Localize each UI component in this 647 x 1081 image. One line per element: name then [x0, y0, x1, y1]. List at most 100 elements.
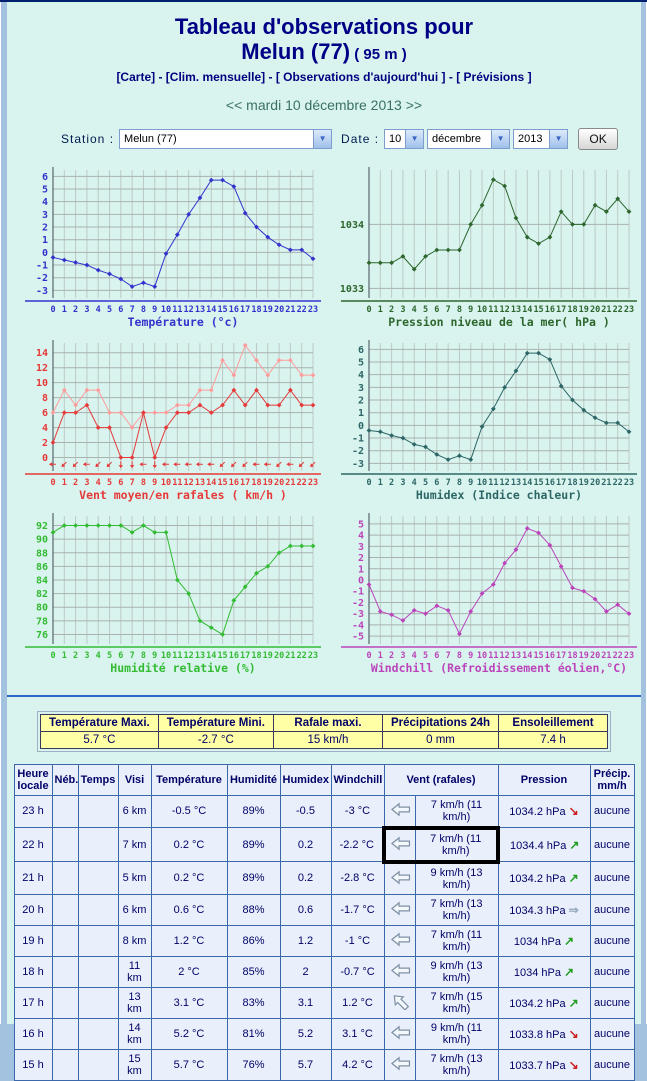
- nav-link-4[interactable]: [ Prévisions ]: [456, 69, 532, 84]
- summary-header: Ensoleillement: [498, 713, 609, 732]
- hour-cell: 15 h: [13, 1048, 53, 1081]
- svg-text:8: 8: [141, 478, 146, 488]
- summary-header: Température Mini.: [157, 713, 274, 732]
- svg-text:4: 4: [412, 478, 417, 488]
- column-header: Néb.: [51, 763, 79, 796]
- svg-text:20: 20: [274, 478, 284, 488]
- weather-cell: [77, 1048, 119, 1081]
- svg-text:8: 8: [457, 478, 462, 488]
- pressure-cell: 1033.7 hPa ↘: [497, 1048, 591, 1081]
- svg-text:0: 0: [50, 305, 55, 315]
- svg-text:11: 11: [488, 305, 498, 315]
- svg-text:5: 5: [358, 519, 364, 530]
- nav-link-2[interactable]: [Clim. mensuelle]: [165, 69, 266, 84]
- humidity-cell: 85%: [226, 955, 281, 988]
- station-select-value: Melun (77): [124, 132, 177, 145]
- svg-text:2: 2: [389, 478, 394, 488]
- svg-text:1: 1: [42, 235, 48, 246]
- svg-text:2: 2: [42, 438, 48, 449]
- svg-text:2: 2: [389, 651, 394, 661]
- wind-direction-icon: [390, 963, 410, 978]
- wind-direction-icon: [390, 802, 410, 817]
- column-header: Heure locale: [13, 763, 53, 796]
- humidity-cell: 76%: [226, 1048, 281, 1081]
- svg-text:2: 2: [42, 222, 48, 233]
- station-select[interactable]: Melun (77) ▼: [119, 128, 333, 149]
- temperature-cell: 5.7 °C: [150, 1048, 228, 1081]
- svg-text:21: 21: [601, 305, 611, 315]
- svg-text:84: 84: [36, 575, 48, 586]
- day-select[interactable]: 10 ▼: [384, 128, 425, 149]
- precipitation-cell: aucune: [589, 924, 635, 957]
- month-select[interactable]: décembre ▼: [427, 128, 511, 149]
- svg-text:18: 18: [567, 478, 577, 488]
- svg-text:78: 78: [36, 616, 48, 627]
- svg-text:10: 10: [477, 651, 487, 661]
- summary-value-row: 5.7 °C -2.7 °C 15 km/h 0 mm 7.4 h: [39, 730, 609, 749]
- svg-text:20: 20: [590, 305, 600, 315]
- svg-text:1: 1: [62, 651, 67, 661]
- svg-text:23: 23: [308, 305, 318, 315]
- svg-text:18: 18: [251, 651, 261, 661]
- svg-text:4: 4: [96, 651, 101, 661]
- svg-text:5: 5: [107, 305, 112, 315]
- svg-text:13: 13: [195, 478, 205, 488]
- pressure-cell: 1034.2 hPa ↗: [497, 861, 591, 895]
- svg-text:6: 6: [118, 478, 123, 488]
- humidity-cell: 88%: [226, 893, 281, 926]
- svg-text:13: 13: [195, 651, 205, 661]
- visibility-cell: 11 km: [117, 955, 152, 988]
- svg-text:-1: -1: [36, 260, 48, 271]
- svg-text:92: 92: [36, 521, 48, 532]
- svg-text:0: 0: [366, 651, 371, 661]
- svg-text:13: 13: [511, 478, 521, 488]
- precipitation-cell: aucune: [589, 827, 635, 863]
- pressure-cell: 1034 hPa ↗: [497, 955, 591, 988]
- svg-text:15: 15: [217, 305, 227, 315]
- svg-text:-5: -5: [352, 631, 364, 642]
- nebulosity-cell: [51, 986, 79, 1019]
- previous-day-link[interactable]: <<: [225, 96, 243, 113]
- humidity-cell: 89%: [226, 827, 281, 863]
- year-select[interactable]: 2013 ▼: [513, 128, 569, 149]
- nav-separator: -: [445, 69, 457, 84]
- svg-text:14: 14: [206, 478, 216, 488]
- humidity-cell: 86%: [226, 924, 281, 957]
- nav-link-3[interactable]: [ Observations d'aujourd'hui ]: [275, 69, 446, 84]
- svg-text:3: 3: [400, 478, 405, 488]
- svg-text:22: 22: [297, 305, 307, 315]
- nebulosity-cell: [51, 1017, 79, 1050]
- svg-text:16: 16: [545, 478, 555, 488]
- top-border: [0, 0, 647, 2]
- humidex-cell: 5.2: [279, 1017, 332, 1050]
- svg-text:14: 14: [522, 651, 532, 661]
- summary-value: 5.7 °C: [39, 730, 159, 749]
- svg-text:8: 8: [457, 651, 462, 661]
- svg-text:20: 20: [590, 478, 600, 488]
- svg-text:1034: 1034: [340, 219, 364, 230]
- svg-text:10: 10: [161, 651, 171, 661]
- svg-text:-2: -2: [352, 446, 364, 457]
- weather-cell: [77, 794, 119, 829]
- svg-text:20: 20: [274, 305, 284, 315]
- svg-text:Pression niveau de la mer( hPa: Pression niveau de la mer( hPa ): [388, 315, 610, 329]
- svg-text:17: 17: [556, 478, 566, 488]
- ok-button[interactable]: OK: [578, 127, 619, 150]
- date-navigation: << mardi 10 décembre 2013 >>: [7, 97, 641, 113]
- svg-text:0: 0: [358, 575, 364, 586]
- temperature-cell: -0.5 °C: [150, 794, 228, 829]
- hour-cell: 17 h: [13, 986, 53, 1019]
- summary-value: 15 km/h: [272, 730, 383, 749]
- summary-header: Précipitations 24h: [381, 713, 500, 732]
- svg-text:20: 20: [274, 651, 284, 661]
- nav-link-1[interactable]: [Carte]: [116, 69, 156, 84]
- svg-text:21: 21: [601, 651, 611, 661]
- svg-text:22: 22: [613, 651, 623, 661]
- table-row: 23 h 6 km -0.5 °C 89% -0.5 -3 °C 7 km/h (11 km…: [13, 794, 635, 829]
- summary-value: 7.4 h: [498, 730, 609, 749]
- svg-text:10: 10: [161, 305, 171, 315]
- visibility-cell: 7 km: [117, 827, 152, 863]
- next-day-link[interactable]: >>: [405, 96, 423, 113]
- weather-cell: [77, 861, 119, 895]
